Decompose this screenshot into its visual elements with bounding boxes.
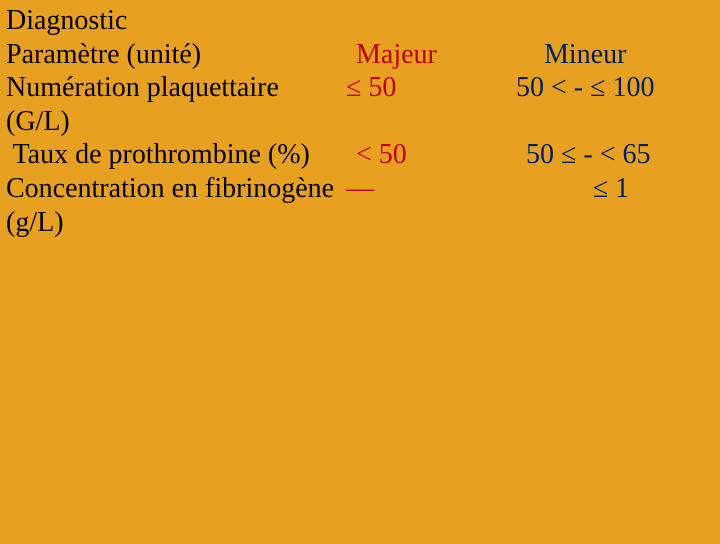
mineur-cell: 50 ≤ - < 65 bbox=[526, 138, 716, 172]
majeur-cell: ≤ 50 bbox=[346, 71, 516, 105]
param-cell: Concentration en fibrinogène bbox=[6, 172, 346, 206]
majeur-cell: — bbox=[346, 172, 516, 206]
title-row: Diagnostic bbox=[6, 4, 720, 38]
param-cell: Numération plaquettaire bbox=[6, 71, 346, 105]
header-mineur: Mineur bbox=[526, 38, 720, 72]
diagnostic-table: Diagnostic Paramètre (unité) Majeur Mine… bbox=[6, 4, 720, 239]
param-cell-cont: (g/L) bbox=[6, 206, 346, 240]
table-row-cont: (G/L) bbox=[6, 105, 720, 139]
table-row-cont: (g/L) bbox=[6, 206, 720, 240]
param-cell: Taux de prothrombine (%) bbox=[6, 138, 346, 172]
mineur-cell: ≤ 1 bbox=[516, 172, 706, 206]
table-row: Concentration en fibrinogène — ≤ 1 bbox=[6, 172, 720, 206]
header-param: Paramètre (unité) bbox=[6, 38, 346, 72]
majeur-cell: < 50 bbox=[346, 138, 526, 172]
title: Diagnostic bbox=[6, 4, 127, 38]
table-row: Taux de prothrombine (%) < 50 50 ≤ - < 6… bbox=[6, 138, 720, 172]
mineur-cell: 50 < - ≤ 100 bbox=[516, 71, 706, 105]
header-majeur: Majeur bbox=[346, 38, 526, 72]
param-cell-cont: (G/L) bbox=[6, 105, 346, 139]
table-row: Numération plaquettaire ≤ 50 50 < - ≤ 10… bbox=[6, 71, 720, 105]
header-row: Paramètre (unité) Majeur Mineur bbox=[6, 38, 720, 72]
